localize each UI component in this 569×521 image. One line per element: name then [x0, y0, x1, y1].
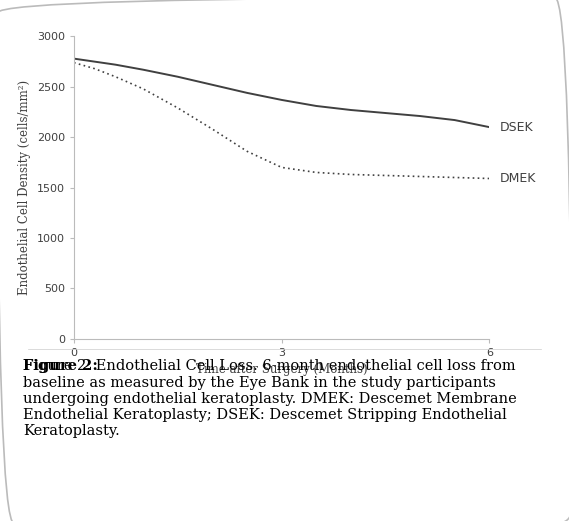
Y-axis label: Endothelial Cell Density (cells/mm²): Endothelial Cell Density (cells/mm²) — [18, 80, 31, 295]
Text: DSEK: DSEK — [500, 121, 533, 133]
Text: DMEK: DMEK — [500, 172, 536, 185]
Text: Figure 2: Endothelial Cell Loss. 6-month endothelial cell loss from baseline as : Figure 2: Endothelial Cell Loss. 6-month… — [23, 359, 517, 438]
X-axis label: Time after Surgery (Months): Time after Surgery (Months) — [196, 363, 368, 376]
Text: Figure 2:: Figure 2: — [23, 359, 98, 374]
